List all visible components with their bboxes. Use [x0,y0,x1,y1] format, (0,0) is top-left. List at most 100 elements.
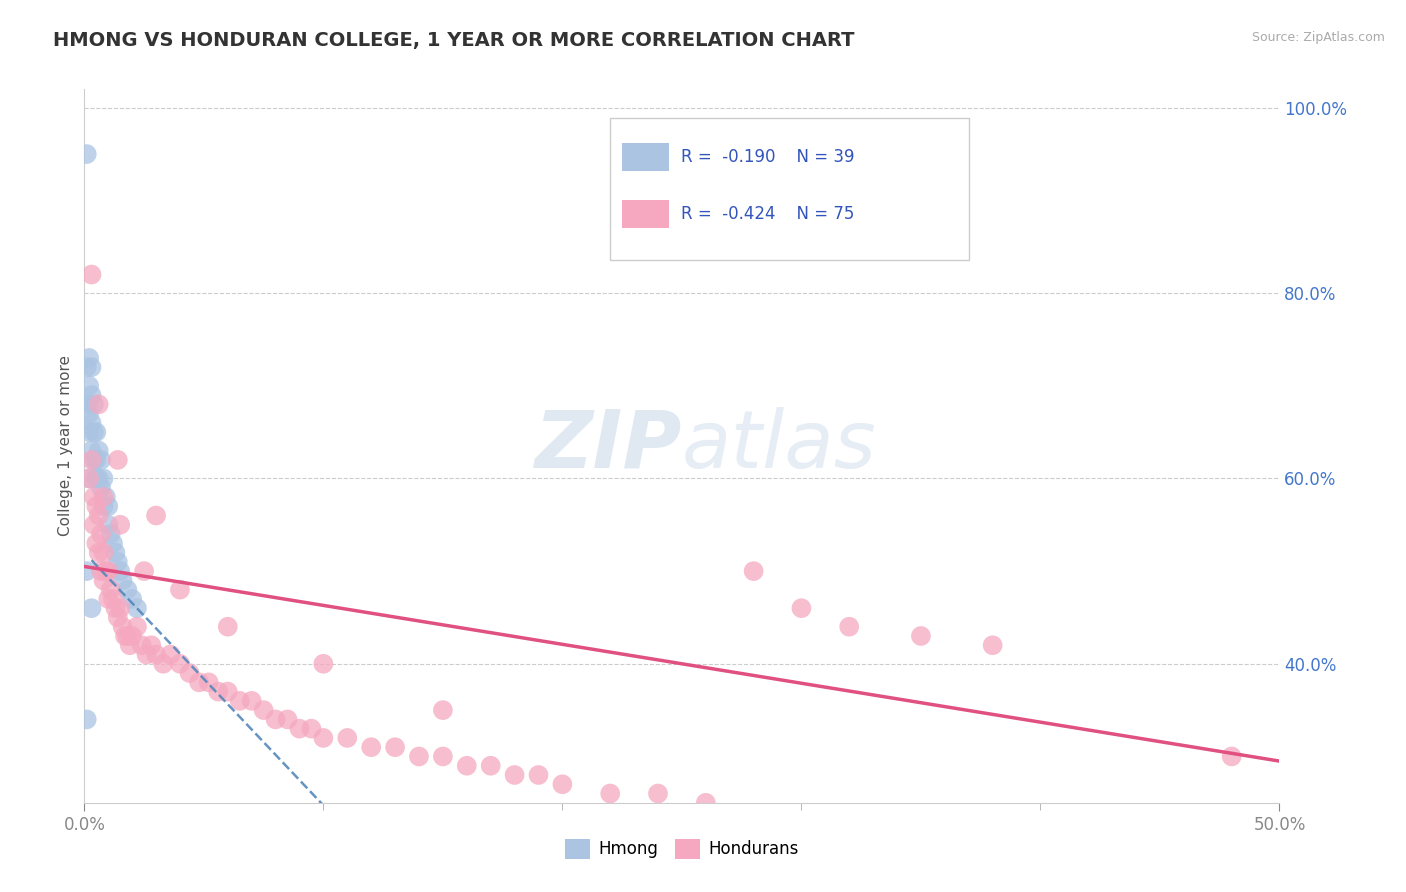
Point [94,490,117,504]
Point [77,407,100,421]
Text: R =  -0.424    N = 75: R = -0.424 N = 75 [681,205,853,223]
Point [97,500,120,514]
Point [121,591,143,606]
Point [131,638,153,652]
Point [93,545,115,559]
Point [790,601,813,615]
Point [527,768,550,782]
FancyBboxPatch shape [610,118,969,260]
Point [107,610,129,624]
Point [336,731,359,745]
Point [838,620,860,634]
Point [264,712,287,726]
Point [111,620,134,634]
Point [408,749,430,764]
Point [551,777,574,791]
Point [86,500,108,514]
Point [432,703,454,717]
Point [86,453,108,467]
Point [695,796,717,810]
Point [87,443,110,458]
Point [93,471,115,485]
Point [100,527,122,541]
Point [90,453,112,467]
Point [80,360,103,375]
Point [169,582,191,597]
Point [97,591,120,606]
Point [312,731,335,745]
Point [77,425,100,439]
Point [104,601,127,615]
Point [80,453,103,467]
Point [217,620,239,634]
Point [87,471,110,485]
Point [94,564,117,578]
Point [86,536,108,550]
Point [76,564,98,578]
Point [253,703,276,717]
Point [159,648,181,662]
Point [83,425,105,439]
Point [107,453,129,467]
Point [83,517,105,532]
Point [93,490,115,504]
Point [93,574,115,588]
Point [83,490,105,504]
Point [117,582,139,597]
Point [479,758,502,772]
Text: R =  -0.190    N = 39: R = -0.190 N = 39 [681,148,855,166]
Point [125,601,148,615]
Point [100,582,122,597]
Point [104,545,127,559]
Point [76,397,98,411]
Point [76,360,98,375]
Point [76,712,98,726]
FancyBboxPatch shape [623,143,669,171]
Point [80,443,103,458]
Point [76,147,98,161]
Point [145,508,167,523]
Point [145,648,167,662]
Point [90,564,112,578]
Point [277,712,299,726]
Point [179,666,201,681]
Point [135,648,157,662]
Point [80,601,103,615]
Point [240,694,263,708]
Point [86,425,108,439]
Point [910,629,932,643]
Point [77,471,100,485]
Point [169,657,191,671]
Point [87,545,110,559]
Point [217,684,239,698]
Point [384,740,406,755]
Point [110,517,132,532]
Point [229,694,252,708]
Point [97,517,120,532]
Point [1220,749,1243,764]
Point [83,453,105,467]
Point [83,397,105,411]
Point [77,378,100,392]
Point [87,397,110,411]
Point [118,638,141,652]
Point [117,629,139,643]
Point [981,638,1004,652]
FancyBboxPatch shape [623,200,669,228]
Point [121,629,143,643]
Point [90,481,112,495]
Point [80,388,103,402]
Point [742,564,765,578]
Point [101,591,124,606]
Text: HMONG VS HONDURAN COLLEGE, 1 YEAR OR MORE CORRELATION CHART: HMONG VS HONDURAN COLLEGE, 1 YEAR OR MOR… [53,31,855,50]
Point [188,675,211,690]
Point [312,657,335,671]
Point [125,620,148,634]
Point [110,601,132,615]
Point [107,555,129,569]
Point [87,508,110,523]
Point [197,675,219,690]
Point [360,740,382,755]
Point [114,629,136,643]
Point [132,564,156,578]
